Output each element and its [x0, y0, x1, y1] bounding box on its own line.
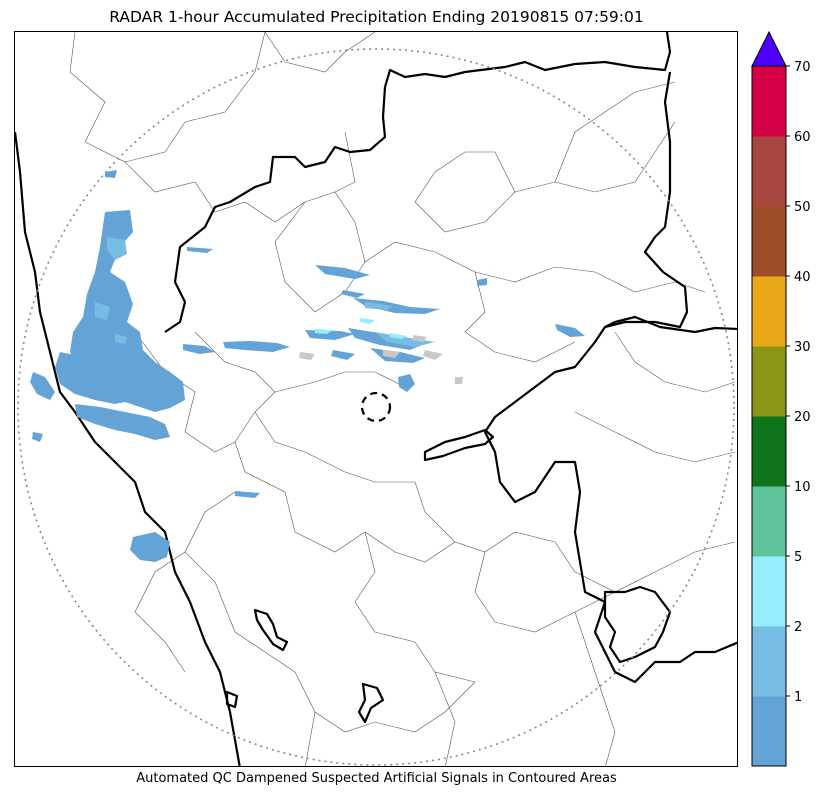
colorbar-band [752, 346, 786, 417]
dampened-signals [299, 335, 463, 384]
colorbar-band [752, 136, 786, 207]
state-borders [15, 32, 737, 766]
colorbar-extend-max [751, 30, 787, 67]
map-title: RADAR 1-hour Accumulated Precipitation E… [109, 8, 644, 26]
colorbar-band [752, 626, 786, 697]
colorbar-tick-label: 40 [794, 270, 811, 285]
colorbar-band [752, 66, 786, 137]
colorbar-band [752, 206, 786, 277]
colorbar-tick-label: 10 [794, 480, 811, 495]
colorbar-tick-label: 60 [794, 130, 811, 145]
colorbar-band [752, 696, 786, 767]
colorbar-tick-label: 5 [794, 550, 802, 565]
radar-map[interactable] [14, 31, 738, 767]
colorbar: 1 2 5 10 20 30 40 50 60 70 [751, 30, 811, 767]
precipitation-echoes [30, 170, 585, 562]
colorbar-tick-label: 50 [794, 200, 811, 215]
range-ring [17, 48, 735, 766]
colorbar-tick-label: 20 [794, 410, 811, 425]
radar-site-marker [360, 391, 392, 423]
colorbar-band [752, 556, 786, 627]
colorbar-band [752, 276, 786, 347]
colorbar-tick-label: 70 [794, 60, 811, 75]
colorbar-tick-label: 30 [794, 340, 811, 355]
colorbar-tick-label: 2 [794, 620, 802, 635]
colorbar-tick-label: 1 [794, 690, 802, 705]
colorbar-band [752, 416, 786, 487]
colorbar-band [752, 486, 786, 557]
district-borders [69, 32, 736, 766]
map-footnote: Automated QC Dampened Suspected Artifici… [136, 771, 617, 786]
